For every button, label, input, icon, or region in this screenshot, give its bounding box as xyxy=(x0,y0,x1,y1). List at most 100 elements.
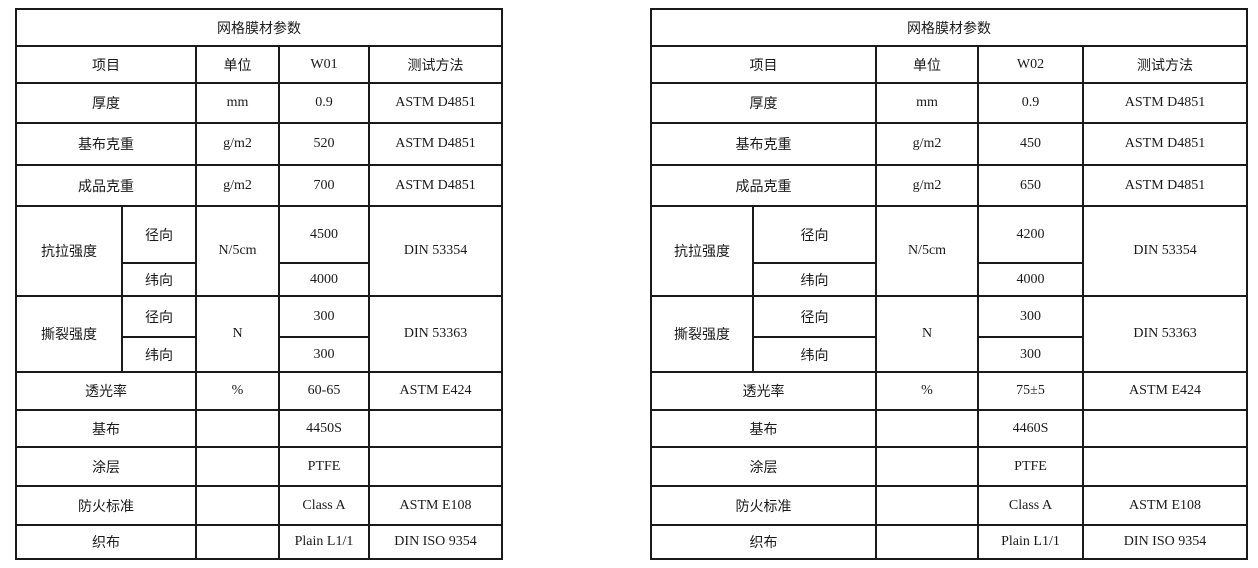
item-cell: 撕裂强度 xyxy=(650,295,754,373)
header-method: 测试方法 xyxy=(367,45,504,84)
method-cell: DIN ISO 9354 xyxy=(367,524,504,560)
item-cell: 基布 xyxy=(650,409,877,448)
unit-cell: g/m2 xyxy=(875,122,979,166)
header-unit: 单位 xyxy=(875,45,979,84)
table-row: 纬向 300 xyxy=(16,336,502,373)
unit-cell xyxy=(875,446,979,487)
table-row: 基布克重 g/m2 450 ASTM D4851 xyxy=(650,122,1249,166)
item-cell: 透光率 xyxy=(15,371,197,411)
method-cell: ASTM D4851 xyxy=(1081,122,1249,166)
unit-cell: N xyxy=(875,295,979,373)
table-row: 涂层 PTFE xyxy=(15,446,504,487)
value-cell: Class A xyxy=(278,485,370,526)
item-cell: 防火标准 xyxy=(650,485,877,526)
unit-cell: g/m2 xyxy=(195,122,280,166)
method-cell: ASTM D4851 xyxy=(367,164,504,207)
unit-cell: mm xyxy=(875,82,979,124)
unit-cell: g/m2 xyxy=(875,164,979,207)
item-cell: 成品克重 xyxy=(15,164,197,207)
value-cell: 4000 xyxy=(278,262,370,297)
item-cell: 基布克重 xyxy=(15,122,197,166)
method-cell xyxy=(1081,409,1249,448)
unit-cell xyxy=(875,485,979,526)
header-method: 测试方法 xyxy=(1081,45,1249,84)
direction-cell: 径向 xyxy=(121,205,197,264)
method-cell: ASTM D4851 xyxy=(1081,82,1249,124)
unit-cell xyxy=(875,409,979,448)
direction-cell: 纬向 xyxy=(121,262,197,297)
item-cell: 厚度 xyxy=(650,82,877,124)
table-row: 织布 Plain L1/1 DIN ISO 9354 xyxy=(650,524,1249,560)
method-cell: DIN 53354 xyxy=(367,205,504,297)
item-cell: 抗拉强度 xyxy=(15,205,123,297)
table-row: 抗拉强度 径向 N/5cm 4200 DIN 53354 xyxy=(650,205,1249,297)
table-row: 撕裂强度 径向 N 300 DIN 53363 xyxy=(650,295,1249,373)
table-row: 涂层 PTFE xyxy=(650,446,1249,487)
value-cell: 4500 xyxy=(278,205,370,264)
item-cell: 抗拉强度 xyxy=(650,205,754,297)
table-row: 基布 4460S xyxy=(650,409,1249,448)
direction-cell: 纬向 xyxy=(752,262,877,297)
direction-cell: 纬向 xyxy=(752,336,877,373)
table-row: 防火标准 Class A ASTM E108 xyxy=(15,485,504,526)
value-cell: 300 xyxy=(278,336,370,373)
table-row: 透光率% 75±5 ASTM E424 xyxy=(650,371,1249,411)
direction-cell: 径向 xyxy=(752,205,877,264)
table-row: 纬向 4000 xyxy=(16,262,502,297)
value-cell: 300 xyxy=(977,336,1084,373)
method-cell: ASTM D4851 xyxy=(1081,164,1249,207)
item-cell: 基布 xyxy=(15,409,197,448)
value-cell: Class A xyxy=(977,485,1084,526)
item-cell: 织布 xyxy=(650,524,877,560)
table-row: 抗拉强度 径向 N/5cm 4500 DIN 53354 xyxy=(15,205,504,297)
header-row: 项目 单位 W01 测试方法 xyxy=(15,45,504,84)
unit-cell xyxy=(195,446,280,487)
value-cell: PTFE xyxy=(977,446,1084,487)
item-cell: 成品克重 xyxy=(650,164,877,207)
item-cell: 防火标准 xyxy=(15,485,197,526)
header-row: 项目 单位 W02 测试方法 xyxy=(650,45,1249,84)
unit-cell: N/5cm xyxy=(195,205,280,297)
table-title: 网格膜材参数 xyxy=(649,8,1249,47)
method-cell xyxy=(1081,446,1249,487)
value-cell: 60-65 xyxy=(278,371,370,411)
unit-cell xyxy=(875,524,979,560)
table-row: 织布 Plain L1/1 DIN ISO 9354 xyxy=(15,524,504,560)
table-row: 基布克重 g/m2 520 ASTM D4851 xyxy=(15,122,504,166)
value-cell: 4450S xyxy=(278,409,370,448)
method-cell: DIN 53363 xyxy=(1081,295,1249,373)
value-cell: PTFE xyxy=(278,446,370,487)
method-cell: DIN ISO 9354 xyxy=(1081,524,1249,560)
method-cell: ASTM E108 xyxy=(367,485,504,526)
table-title: 网格膜材参数 xyxy=(14,8,504,47)
value-cell: 75±5 xyxy=(977,371,1084,411)
value-cell: 300 xyxy=(278,295,370,338)
header-sample: W01 xyxy=(278,45,370,84)
method-cell xyxy=(367,446,504,487)
membrane-params-table-w02: 网格膜材参数 项目 单位 W02 测试方法 厚度 mm 0.9 ASTM D4851 基布克重 g/… xyxy=(649,8,1249,560)
value-cell: 300 xyxy=(977,295,1084,338)
table-row: 基布 4450S xyxy=(15,409,504,448)
unit-cell: % xyxy=(875,371,979,411)
method-cell: ASTM D4851 xyxy=(367,82,504,124)
value-cell: 520 xyxy=(278,122,370,166)
header-sample: W02 xyxy=(977,45,1084,84)
method-cell: ASTM E424 xyxy=(367,371,504,411)
table-row: 撕裂强度 径向 N 300 DIN 53363 xyxy=(15,295,504,373)
unit-cell xyxy=(195,409,280,448)
value-cell: 4460S xyxy=(977,409,1084,448)
unit-cell: g/m2 xyxy=(195,164,280,207)
method-cell: DIN 53363 xyxy=(367,295,504,373)
item-cell: 基布克重 xyxy=(650,122,877,166)
item-cell: 厚度 xyxy=(15,82,197,124)
item-cell: 撕裂强度 xyxy=(15,295,123,373)
table-row: 纬向 300 xyxy=(651,336,1247,373)
unit-cell: N/5cm xyxy=(875,205,979,297)
table-row: 厚度 mm 0.9 ASTM D4851 xyxy=(650,82,1249,124)
method-cell: ASTM E424 xyxy=(1081,371,1249,411)
table-row: 成品克重 g/m2 650 ASTM D4851 xyxy=(650,164,1249,207)
table-row: 防火标准 Class A ASTM E108 xyxy=(650,485,1249,526)
value-cell: 700 xyxy=(278,164,370,207)
item-cell: 涂层 xyxy=(650,446,877,487)
unit-cell xyxy=(195,524,280,560)
